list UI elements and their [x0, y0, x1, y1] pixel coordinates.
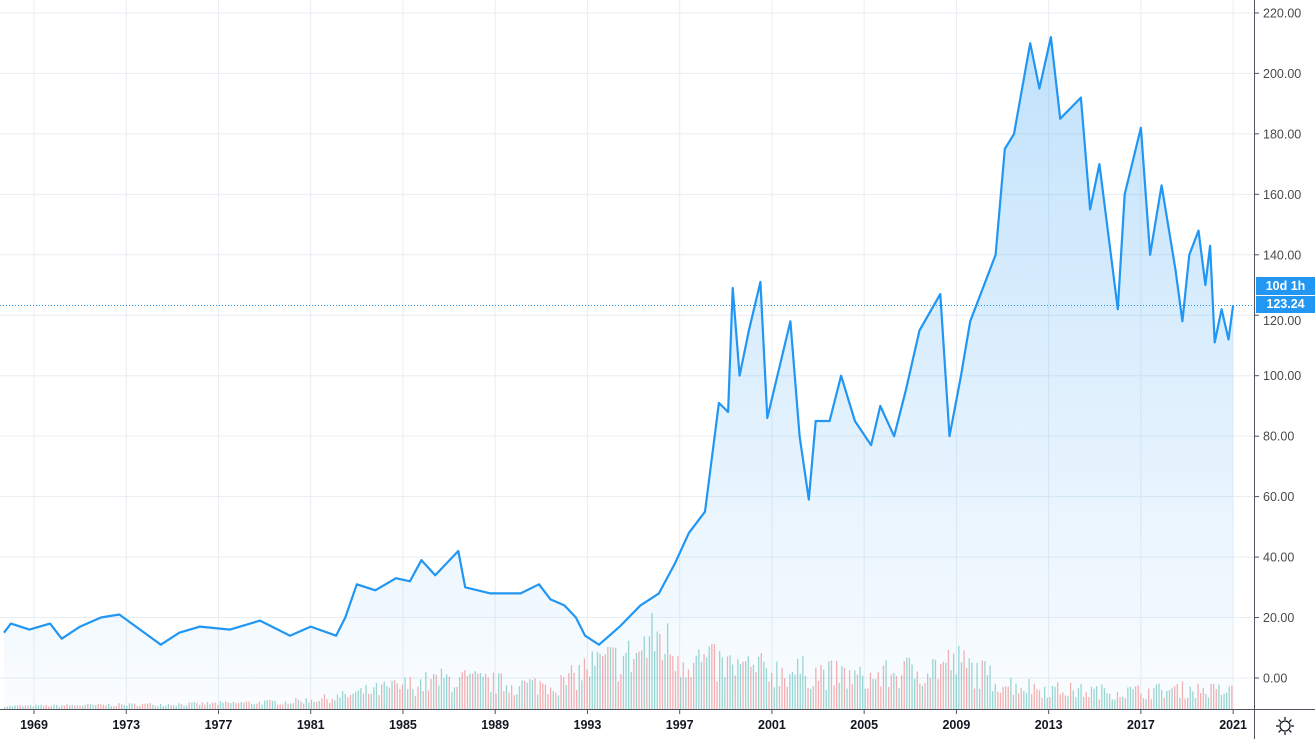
x-tick-label: 1973	[112, 718, 140, 732]
price-axis[interactable]: 220.00 200.00 180.00 160.00 140.00 120.00 100.…	[1254, 6, 1301, 686]
y-tick-label: 200.00	[1263, 67, 1301, 81]
x-tick-label: 1985	[389, 718, 417, 732]
y-tick-label: 60.00	[1263, 490, 1294, 504]
y-tick-label: 40.00	[1263, 551, 1294, 565]
y-tick-label: 100.00	[1263, 369, 1301, 383]
x-tick-label: 2021	[1219, 718, 1247, 732]
x-tick-label: 1977	[205, 718, 233, 732]
gear-icon[interactable]	[1274, 715, 1296, 737]
x-tick-label: 1969	[20, 718, 48, 732]
x-tick-label: 2009	[942, 718, 970, 732]
price-line	[3, 36, 1235, 646]
last-price-label: 123.24	[1256, 296, 1315, 313]
x-tick-label: 2005	[850, 718, 878, 732]
x-tick-label: 2001	[758, 718, 786, 732]
y-tick-label: 120.00	[1263, 314, 1301, 328]
x-tick-label: 2017	[1127, 718, 1155, 732]
x-tick-label: 1981	[297, 718, 325, 732]
x-tick-label: 1993	[574, 718, 602, 732]
y-tick-label: 220.00	[1263, 6, 1301, 20]
y-tick-label: 0.00	[1263, 672, 1287, 686]
y-tick-label: 180.00	[1263, 127, 1301, 141]
x-tick-label: 1997	[666, 718, 694, 732]
y-tick-label: 80.00	[1263, 430, 1294, 444]
y-tick-label: 140.00	[1263, 248, 1301, 262]
interval-countdown-label: 10d 1h	[1256, 277, 1315, 295]
y-tick-label: 20.00	[1263, 611, 1294, 625]
time-axis[interactable]: 1969 1973 1977 1981 1985 1989 1993 1997 2001 2005…	[20, 709, 1247, 732]
y-tick-label: 160.00	[1263, 188, 1301, 202]
x-tick-label: 1989	[481, 718, 509, 732]
x-tick-label: 2013	[1035, 718, 1063, 732]
price-area-fill	[4, 37, 1234, 710]
